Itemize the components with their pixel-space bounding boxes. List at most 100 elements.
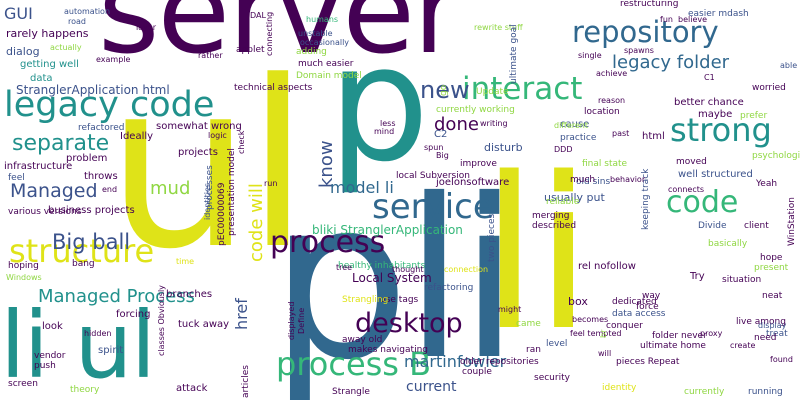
- word: strong: [670, 111, 772, 149]
- word: actually: [50, 43, 82, 52]
- word: connection: [444, 265, 489, 274]
- word: Managed Process: [38, 286, 195, 307]
- word: older repositories: [460, 357, 539, 367]
- word: p: [328, 10, 430, 197]
- word: separate: [12, 131, 110, 156]
- word: repository: [572, 15, 719, 49]
- word: less: [380, 119, 396, 128]
- word: rarely happens: [6, 27, 89, 40]
- word: box: [568, 295, 588, 308]
- word: bliki StranglerApplication: [312, 223, 463, 237]
- word: level: [546, 339, 568, 349]
- word: desktop: [355, 308, 463, 339]
- word: will: [598, 349, 612, 358]
- word: Domain model: [296, 71, 362, 81]
- word: displayed: [287, 301, 296, 340]
- word: hoping: [8, 261, 39, 271]
- word: attack: [176, 383, 208, 394]
- word: various versions: [8, 207, 82, 217]
- word: spirit: [98, 345, 124, 356]
- word: ultimate goal: [509, 24, 519, 84]
- word: articles: [241, 365, 251, 398]
- word: behavior: [610, 175, 646, 184]
- word: moved: [676, 157, 707, 167]
- word: basically: [708, 239, 748, 249]
- word: described: [532, 221, 577, 231]
- word: two pieces: [487, 213, 497, 262]
- word: feel tempted: [570, 329, 622, 338]
- word: automation: [64, 7, 111, 16]
- word: theory: [70, 385, 100, 395]
- word: usually put: [544, 191, 605, 204]
- word: business projects: [48, 205, 135, 216]
- word: dialog: [6, 45, 40, 58]
- word: Divide: [698, 221, 727, 231]
- word: Define: [297, 307, 306, 334]
- word: refactoring: [424, 283, 474, 293]
- word: folder never: [652, 331, 707, 341]
- word: look: [42, 321, 63, 332]
- word: healthy inhabitants: [338, 261, 426, 271]
- word: new: [420, 76, 470, 104]
- word: adding: [296, 47, 327, 57]
- word: Ideally: [120, 131, 154, 142]
- word: process: [270, 225, 386, 260]
- word: applet: [236, 45, 265, 55]
- word: Update: [476, 87, 509, 97]
- word: final state: [582, 159, 628, 169]
- word: pEC00000069: [217, 182, 227, 247]
- word: dedicated: [612, 297, 657, 307]
- word: data access: [612, 309, 666, 319]
- word: time: [176, 257, 195, 266]
- word: end: [102, 185, 118, 194]
- word: proxy: [700, 329, 723, 338]
- word: C1: [704, 73, 715, 82]
- word: different: [554, 121, 588, 130]
- word: tuck away: [178, 319, 230, 330]
- word: ran: [526, 345, 541, 355]
- word: reliable: [546, 197, 580, 207]
- word: presentation model: [227, 148, 237, 236]
- word: mud: [150, 178, 191, 199]
- word: li: [480, 132, 593, 377]
- word: example: [96, 55, 131, 64]
- word: vendor: [34, 351, 66, 361]
- word: feel: [8, 173, 25, 183]
- word: Big ball: [52, 230, 131, 254]
- word: better chance: [674, 97, 744, 108]
- word: li ul: [0, 292, 156, 399]
- word: improve: [460, 159, 497, 169]
- word: StranglerApplication html: [16, 83, 170, 97]
- word: Yeah: [756, 179, 778, 189]
- word: code will: [246, 183, 267, 262]
- word: somewhat wrong: [156, 121, 242, 132]
- word: throws: [84, 171, 118, 182]
- word: current: [406, 379, 457, 395]
- word: humans: [306, 15, 339, 24]
- word: becomes: [572, 315, 609, 324]
- word: identities: [203, 182, 212, 220]
- word: hidden: [84, 329, 112, 338]
- word: security: [534, 373, 570, 383]
- word: restructuring: [620, 0, 679, 9]
- word: legacy folder: [612, 52, 730, 73]
- word: spawns: [624, 46, 654, 55]
- word: way: [642, 291, 661, 301]
- word: achieve: [596, 69, 628, 78]
- word: situation: [722, 275, 762, 285]
- word: hope: [760, 253, 783, 263]
- word: able: [780, 61, 798, 70]
- word: screen: [8, 379, 38, 389]
- word: connecting: [265, 11, 274, 56]
- word: server: [98, 0, 462, 80]
- word: forcing: [116, 309, 151, 320]
- word: came: [516, 319, 541, 329]
- word: display: [758, 321, 787, 330]
- word: psychological aspect: [752, 151, 800, 161]
- word: away old: [342, 335, 383, 345]
- word: reason: [598, 96, 626, 105]
- word: Strangle: [332, 387, 370, 397]
- word: pieces Repeat: [616, 357, 680, 367]
- word: thought: [392, 265, 424, 274]
